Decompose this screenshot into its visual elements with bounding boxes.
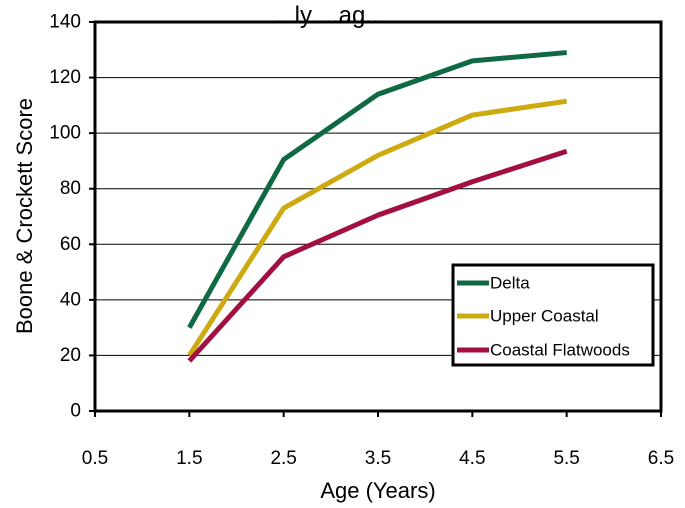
y-tick-label: 40 bbox=[60, 289, 81, 310]
x-axis: 0.5 1.5 2.5 3.5 4.5 5.5 6.5 bbox=[82, 411, 674, 469]
series-line-coastal-flatwoods bbox=[187, 148, 568, 363]
y-tick-label: 120 bbox=[49, 67, 81, 88]
y-tick-label: 60 bbox=[60, 234, 81, 255]
y-tick-label: 20 bbox=[60, 345, 81, 366]
x-tick-label: 3.5 bbox=[365, 448, 391, 469]
x-tick-label: 6.5 bbox=[648, 448, 674, 469]
x-tick-label: 5.5 bbox=[553, 448, 579, 469]
x-axis-label: Age (Years) bbox=[320, 478, 435, 503]
x-tick-label: 4.5 bbox=[459, 448, 485, 469]
x-tick-label: 1.5 bbox=[176, 448, 202, 469]
y-tick-label: 100 bbox=[49, 123, 81, 144]
x-tick-label: 0.5 bbox=[82, 448, 108, 469]
y-tick-label: 140 bbox=[49, 12, 81, 33]
y-axis: 0 20 40 60 80 100 120 140 bbox=[49, 12, 95, 422]
legend: Delta Upper Coastal Coastal Flatwoods bbox=[451, 263, 655, 367]
legend-label: Coastal Flatwoods bbox=[490, 341, 630, 360]
y-tick-label: 0 bbox=[70, 401, 81, 422]
legend-label: Upper Coastal bbox=[490, 307, 599, 326]
chart-title: ...ly ...ag... bbox=[275, 2, 386, 29]
series-line-upper-coastal bbox=[187, 98, 568, 357]
y-axis-label: Boone & Crockett Score bbox=[12, 98, 37, 334]
legend-label: Delta bbox=[490, 274, 530, 293]
series-lines bbox=[187, 50, 568, 363]
y-tick-label: 80 bbox=[60, 178, 81, 199]
series-line-delta bbox=[187, 50, 567, 329]
x-tick-label: 2.5 bbox=[270, 448, 296, 469]
